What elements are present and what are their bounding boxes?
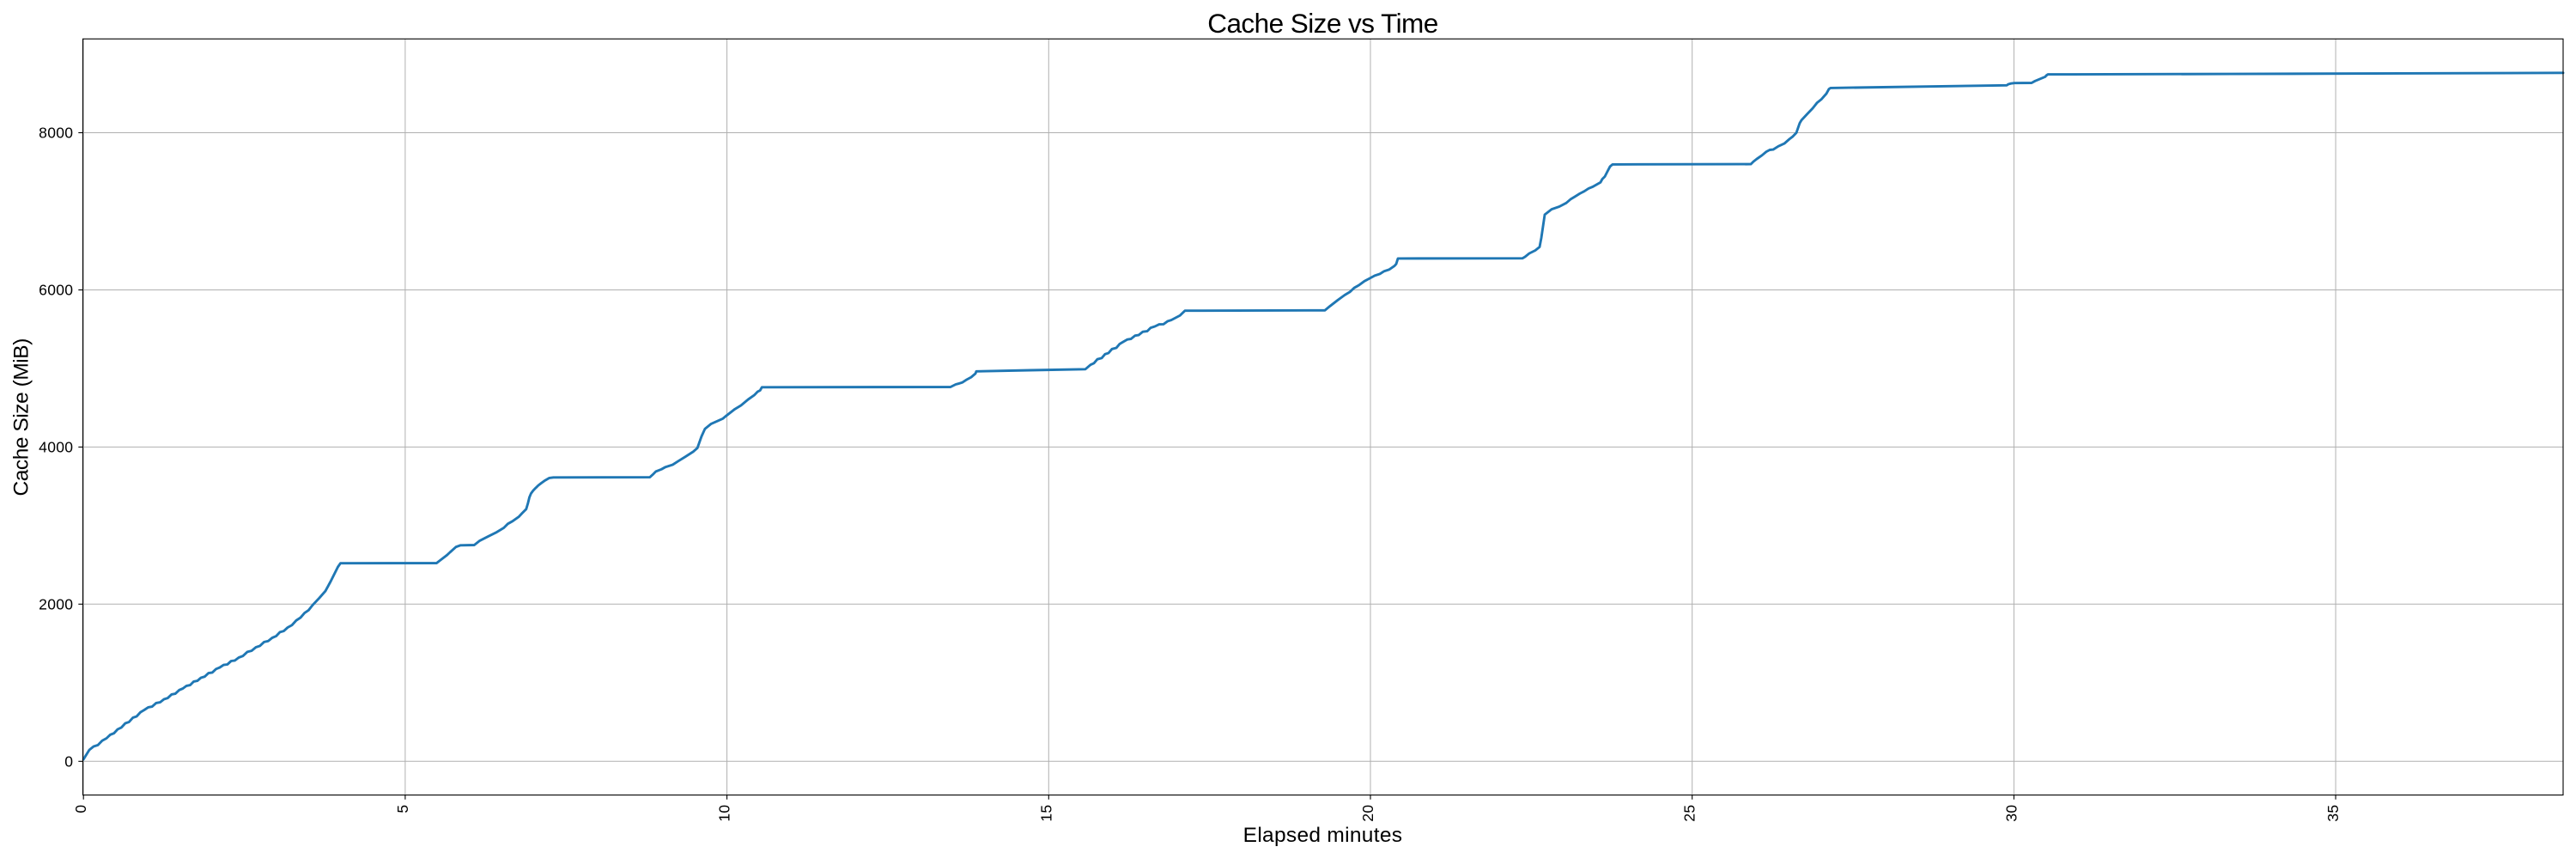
svg-text:10: 10 xyxy=(716,805,733,822)
svg-text:Cache Size vs Time: Cache Size vs Time xyxy=(1207,8,1437,39)
svg-text:5: 5 xyxy=(394,805,411,813)
svg-text:6000: 6000 xyxy=(39,282,73,299)
svg-text:4000: 4000 xyxy=(39,438,73,455)
svg-text:35: 35 xyxy=(2324,805,2342,822)
svg-text:Elapsed minutes: Elapsed minutes xyxy=(1243,824,1403,847)
svg-text:0: 0 xyxy=(72,805,89,813)
svg-text:25: 25 xyxy=(1681,805,1698,822)
svg-text:2000: 2000 xyxy=(39,595,73,612)
svg-text:0: 0 xyxy=(64,752,73,770)
svg-text:8000: 8000 xyxy=(39,125,73,142)
svg-text:Cache Size (MiB): Cache Size (MiB) xyxy=(10,338,33,496)
svg-text:15: 15 xyxy=(1037,805,1054,822)
svg-text:30: 30 xyxy=(2002,805,2020,822)
svg-text:20: 20 xyxy=(1359,805,1376,822)
